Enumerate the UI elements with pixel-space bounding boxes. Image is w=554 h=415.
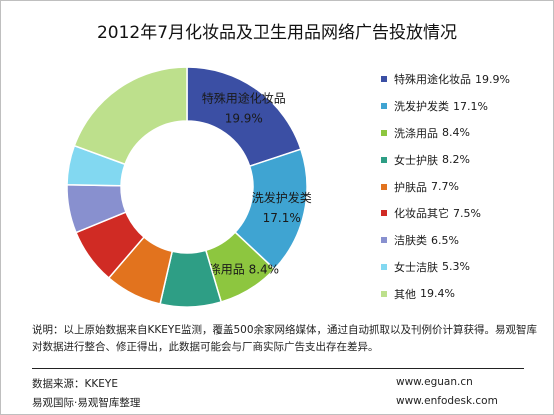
legend-value: 19.9% xyxy=(475,72,510,86)
legend-value: 7.5% xyxy=(453,206,481,220)
legend-value: 6.5% xyxy=(431,233,459,247)
website-link-eguan[interactable]: www.eguan.cn xyxy=(396,376,473,388)
legend-swatch xyxy=(381,210,387,217)
legend-label: 洗涤用品 xyxy=(394,126,438,140)
slice-data-label: 洗发护发类 17.1% xyxy=(252,190,312,225)
legend-label: 洁肤类 xyxy=(394,234,427,248)
slice-data-label: 洗涤用品 8.4% xyxy=(197,263,279,277)
legend-swatch xyxy=(381,183,387,190)
data-source: 数据来源：KKEYE xyxy=(32,378,118,390)
publisher: 易观国际·易观智库整理 xyxy=(32,397,141,409)
legend-label: 洗发护发类 xyxy=(394,100,449,114)
chart-legend: 特殊用途化妆品 19.9% 洗发护发类 17.1% 洗涤用品 8.4% 女士护肤 8.2% 护肤… xyxy=(381,66,510,307)
slice-data-label: 特殊用途化妆品 19.9% xyxy=(202,90,286,125)
legend-item: 特殊用途化妆品 19.9% xyxy=(381,66,510,93)
donut-slice xyxy=(73,66,188,166)
legend-item: 洗涤用品 8.4% xyxy=(381,120,510,147)
legend-swatch xyxy=(381,237,387,244)
legend-item: 其他 19.4% xyxy=(381,280,510,307)
legend-value: 8.4% xyxy=(442,126,470,140)
legend-item: 护肤品 7.7% xyxy=(381,173,510,200)
legend-item: 洗发护发类 17.1% xyxy=(381,93,510,120)
legend-item: 洁肤类 6.5% xyxy=(381,227,510,254)
legend-label: 护肤品 xyxy=(394,180,427,194)
legend-swatch xyxy=(381,263,387,270)
legend-value: 5.3% xyxy=(442,260,470,274)
legend-value: 8.2% xyxy=(442,153,470,167)
legend-label: 化妆品其它 xyxy=(394,207,449,221)
legend-swatch xyxy=(381,156,387,163)
legend-value: 19.4% xyxy=(420,287,455,301)
website-link-enfodesk[interactable]: www.enfodesk.com xyxy=(396,395,498,407)
legend-label: 女士护肤 xyxy=(394,153,438,167)
legend-label: 女士洁肤 xyxy=(394,260,438,274)
legend-item: 女士洁肤 5.3% xyxy=(381,254,510,281)
legend-swatch xyxy=(381,129,387,136)
chart-title: 2012年7月化妆品及卫生用品网络广告投放情况 xyxy=(96,23,458,43)
legend-value: 7.7% xyxy=(431,180,459,194)
footnote: 说明：以上原始数据来自KKEYE监测，覆盖500余家网络媒体，通过自动抓取以及刊… xyxy=(32,324,537,353)
legend-swatch xyxy=(381,76,387,83)
footer-divider xyxy=(32,368,524,369)
legend-label: 其他 xyxy=(394,287,416,301)
legend-value: 17.1% xyxy=(453,99,488,113)
legend-label: 特殊用途化妆品 xyxy=(394,73,471,87)
legend-item: 化妆品其它 7.5% xyxy=(381,200,510,227)
legend-item: 女士护肤 8.2% xyxy=(381,146,510,173)
legend-swatch xyxy=(381,103,387,110)
legend-swatch xyxy=(381,290,387,297)
